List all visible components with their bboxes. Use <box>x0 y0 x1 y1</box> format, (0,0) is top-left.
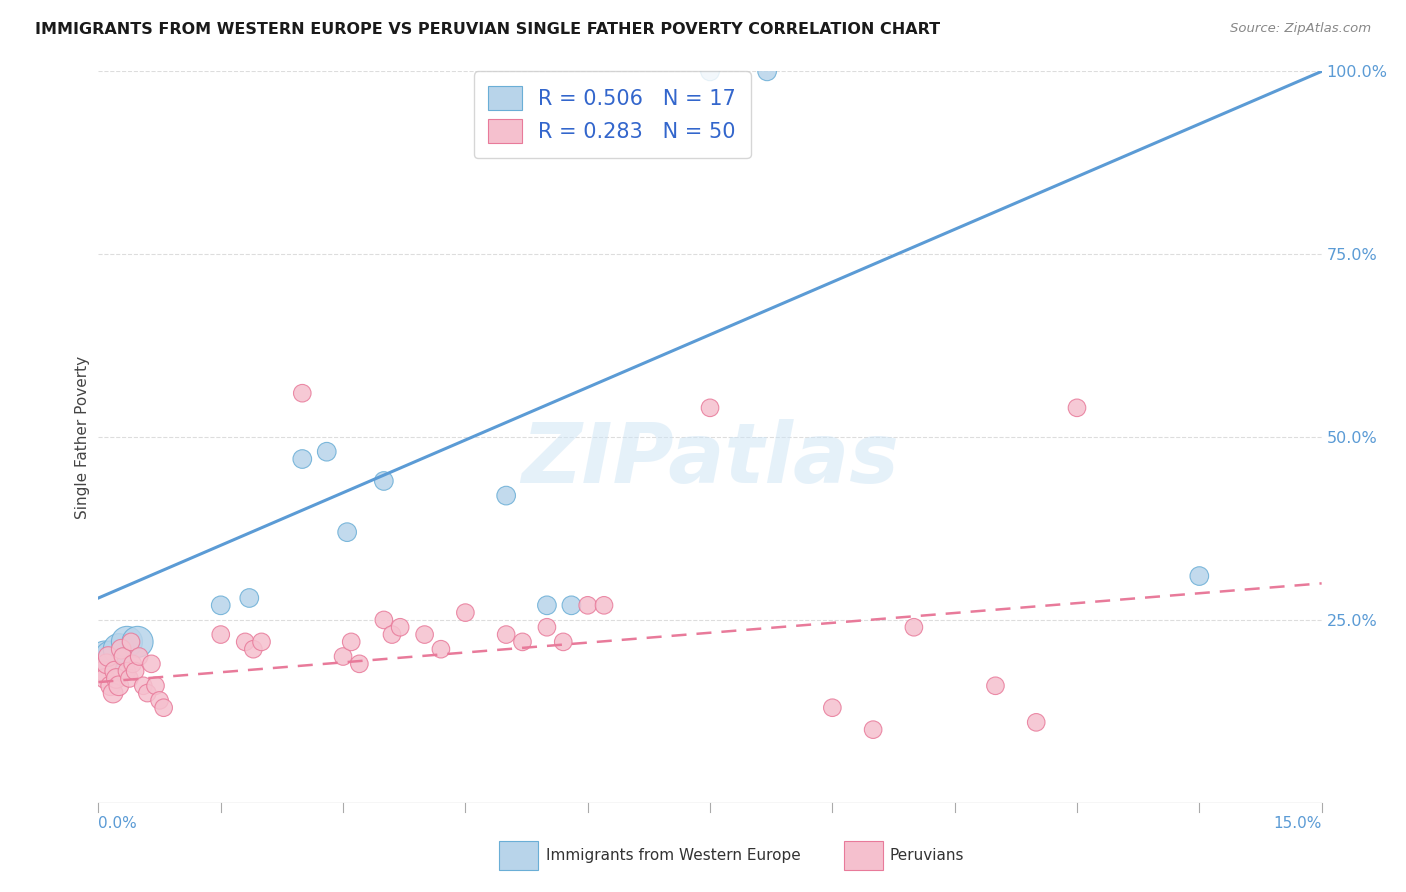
Point <box>389 620 412 634</box>
Point <box>250 635 273 649</box>
Text: Source: ZipAtlas.com: Source: ZipAtlas.com <box>1230 22 1371 36</box>
Point <box>512 635 534 649</box>
Point <box>209 599 232 613</box>
Point <box>576 599 599 613</box>
Point <box>91 664 114 678</box>
Point <box>124 664 146 678</box>
Point <box>291 452 314 467</box>
Point <box>233 635 256 649</box>
Point <box>121 657 143 671</box>
Point <box>984 679 1007 693</box>
Point <box>97 649 120 664</box>
Point <box>100 649 122 664</box>
Y-axis label: Single Father Poverty: Single Father Poverty <box>75 356 90 518</box>
Point <box>373 613 395 627</box>
Point <box>152 700 174 714</box>
Point <box>430 642 453 657</box>
Point <box>110 642 132 657</box>
Text: 15.0%: 15.0% <box>1274 816 1322 831</box>
Point <box>118 672 141 686</box>
Point <box>94 672 117 686</box>
Text: IMMIGRANTS FROM WESTERN EUROPE VS PERUVIAN SINGLE FATHER POVERTY CORRELATION CHA: IMMIGRANTS FROM WESTERN EUROPE VS PERUVI… <box>35 22 941 37</box>
Point <box>108 642 131 657</box>
Point <box>821 700 844 714</box>
Point <box>1188 569 1211 583</box>
Point <box>104 664 127 678</box>
Point <box>495 489 517 503</box>
Text: Immigrants from Western Europe: Immigrants from Western Europe <box>546 848 800 863</box>
Point <box>209 627 232 641</box>
Point <box>756 64 779 78</box>
Point <box>340 635 363 649</box>
Point <box>593 599 616 613</box>
Point <box>132 679 155 693</box>
Point <box>115 664 138 678</box>
Point <box>1066 401 1088 415</box>
Point <box>454 606 477 620</box>
Point <box>699 64 721 78</box>
Legend: R = 0.506   N = 17, R = 0.283   N = 50: R = 0.506 N = 17, R = 0.283 N = 50 <box>474 71 751 158</box>
Point <box>381 627 404 641</box>
Point <box>141 657 163 671</box>
Point <box>332 649 354 664</box>
Point <box>100 679 122 693</box>
Point <box>128 649 150 664</box>
Point <box>127 635 149 649</box>
Point <box>136 686 159 700</box>
Point <box>115 635 138 649</box>
Point <box>536 620 558 634</box>
Point <box>105 672 128 686</box>
Point <box>94 649 117 664</box>
Point <box>101 686 124 700</box>
Point <box>1025 715 1047 730</box>
Point <box>111 649 134 664</box>
Point <box>862 723 884 737</box>
Point <box>336 525 359 540</box>
Point <box>242 642 264 657</box>
Text: ZIPatlas: ZIPatlas <box>522 418 898 500</box>
Point <box>108 679 131 693</box>
Point <box>145 679 167 693</box>
Point <box>373 474 395 488</box>
Point <box>291 386 314 401</box>
Point <box>699 401 721 415</box>
Point <box>349 657 371 671</box>
Point <box>315 444 337 458</box>
Point <box>560 599 582 613</box>
Point <box>149 693 172 707</box>
Point <box>238 591 260 605</box>
Text: Peruvians: Peruvians <box>890 848 965 863</box>
Point <box>553 635 575 649</box>
Point <box>536 599 558 613</box>
Point <box>903 620 925 634</box>
Point <box>495 627 517 641</box>
Point <box>96 657 118 671</box>
Point <box>120 635 142 649</box>
Point <box>413 627 436 641</box>
Text: 0.0%: 0.0% <box>98 816 138 831</box>
